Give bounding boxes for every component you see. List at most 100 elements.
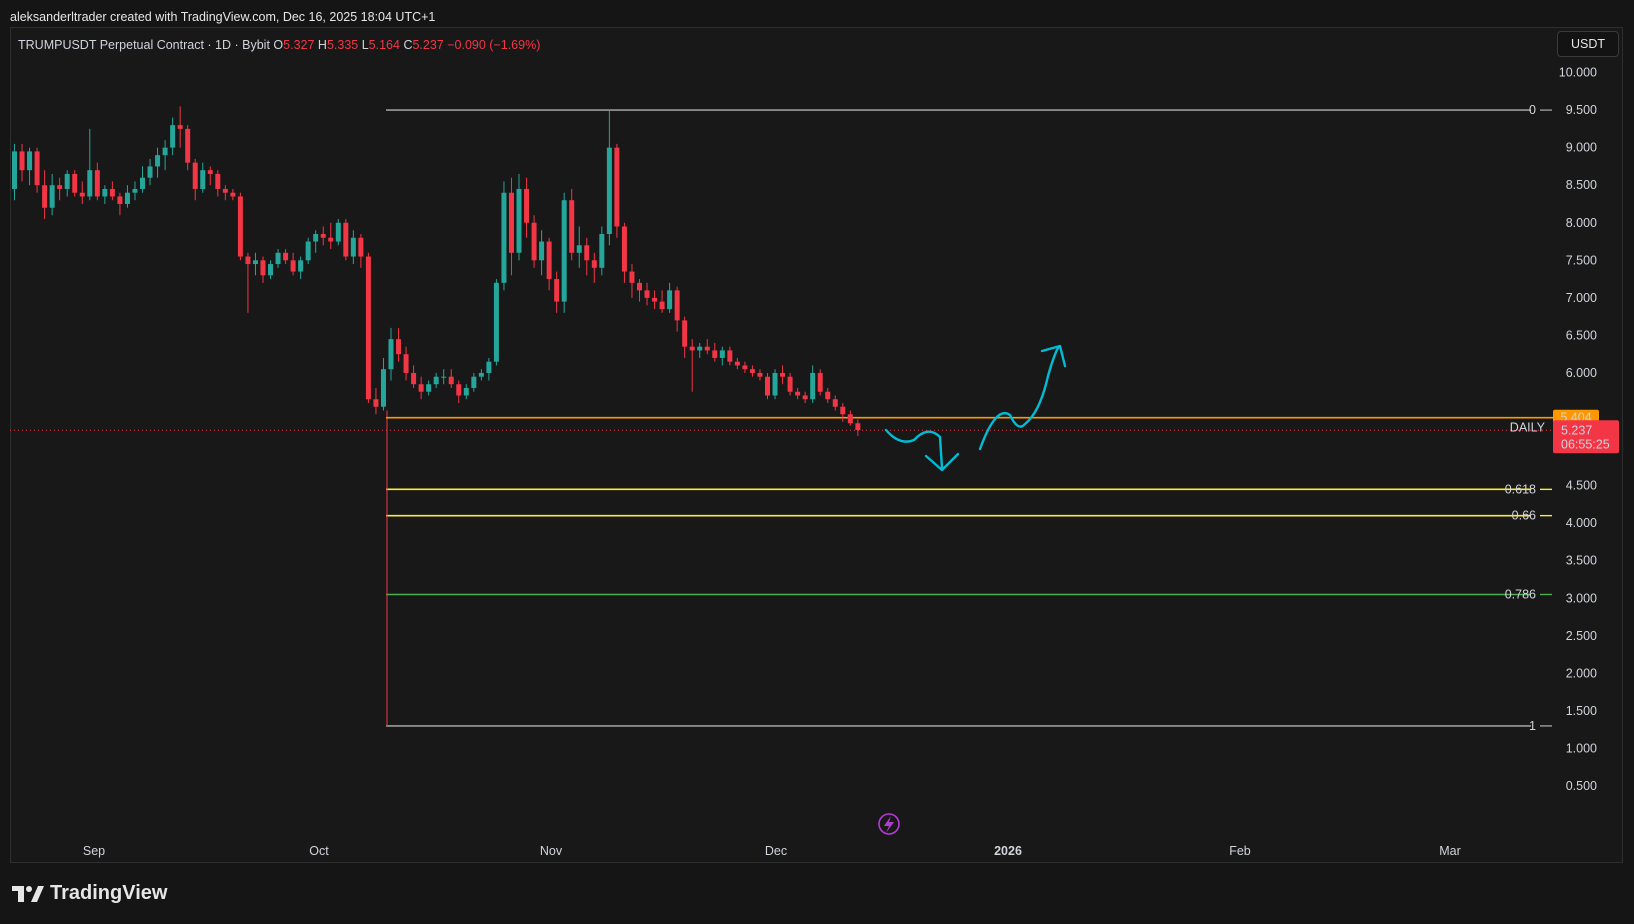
candle-body (539, 241, 545, 261)
candle-body (780, 372, 786, 377)
candle-body (34, 151, 40, 186)
candle-body (832, 399, 838, 407)
candle-body (667, 290, 673, 310)
candle-body (207, 170, 213, 174)
currency-button[interactable]: USDT (1557, 31, 1619, 57)
y-tick-label: 2.000 (1566, 666, 1597, 680)
x-tick-label: 2026 (994, 844, 1022, 858)
candle-body (132, 188, 138, 193)
candle-body (463, 387, 469, 396)
fib-level-label: 0 (1529, 103, 1536, 117)
candle-body (290, 260, 296, 272)
candle-body (636, 282, 642, 291)
projection-up-arrowhead (1040, 344, 1067, 368)
candle-body (328, 237, 334, 242)
candle-body (373, 399, 379, 407)
candle-body (682, 320, 688, 347)
candle-body (621, 226, 627, 272)
high-value: 5.335 (326, 38, 359, 52)
candle-body (825, 391, 831, 400)
candle-body (403, 354, 409, 373)
y-tick-label: 8.000 (1566, 216, 1597, 230)
low-label: L (361, 38, 369, 52)
open-label: O (273, 38, 284, 52)
x-tick-label: Sep (83, 844, 105, 858)
countdown-label: 06:55:25 (1561, 437, 1610, 451)
candle-body (719, 350, 725, 358)
candle-body (433, 376, 439, 385)
candle-body (554, 279, 560, 302)
y-tick-label: 0.500 (1566, 779, 1597, 793)
candle-body (177, 125, 183, 129)
candle-body (64, 173, 70, 189)
candle-body (12, 151, 17, 189)
candle-body (222, 188, 228, 193)
candle-body (765, 376, 770, 396)
candle-body (486, 361, 492, 373)
high-label: H (317, 38, 327, 52)
candle-body (448, 376, 454, 385)
candle-body (734, 361, 740, 366)
candle-body (840, 406, 846, 415)
y-tick-label: 7.500 (1566, 253, 1597, 267)
symbol-info: TRUMPUSDT Perpetual Contract · 1D · Bybi… (18, 38, 270, 52)
candle-body (606, 147, 612, 235)
candle-body (795, 391, 801, 396)
candle-body (727, 350, 733, 362)
chart-frame[interactable] (10, 27, 1623, 863)
candle-body (237, 196, 243, 257)
candle-body (652, 297, 658, 302)
candle-body (471, 376, 477, 388)
tradingview-logo: TradingView (12, 882, 167, 905)
candle-body (516, 188, 522, 253)
candle-body (599, 234, 605, 268)
x-tick-label: Dec (765, 844, 787, 858)
candle-body (456, 384, 462, 396)
candle-body (305, 241, 311, 261)
change-value: −0.090 (−1.69%) (447, 38, 541, 52)
candle-body (79, 192, 85, 197)
candle-body (749, 369, 755, 373)
candle-body (524, 188, 530, 223)
candle-body (268, 264, 274, 276)
y-tick-label: 9.000 (1566, 141, 1597, 155)
candle-body (659, 301, 665, 310)
candle-body (185, 128, 191, 163)
candle-body (396, 339, 402, 355)
candle-body (155, 155, 161, 167)
projection-up-path (978, 346, 1060, 451)
candle-body (855, 423, 861, 431)
fib-level-label: 0.618 (1505, 482, 1536, 496)
candle-body (252, 260, 258, 265)
x-tick-label: Oct (309, 844, 329, 858)
candle-body (335, 222, 341, 242)
candle-body (102, 188, 108, 197)
candle-body (19, 151, 25, 171)
candle-body (712, 350, 718, 358)
candle-body (275, 252, 281, 265)
candle-body (508, 192, 514, 253)
fib-level-label: 0.786 (1505, 587, 1536, 601)
x-tick-label: Nov (540, 844, 563, 858)
candle-body (313, 234, 319, 242)
candle-body (170, 125, 176, 148)
lightning-bolt (884, 816, 894, 833)
close-value: 5.237 (412, 38, 444, 52)
candle-body (94, 170, 100, 197)
last-price-label: 5.237 (1561, 423, 1592, 437)
candle-body (42, 185, 48, 208)
projection-down-path (884, 428, 944, 470)
candle-body (817, 372, 823, 392)
y-tick-label: 3.000 (1566, 591, 1597, 605)
candle-body (245, 256, 251, 265)
candle-body (117, 196, 123, 204)
candle-body (629, 271, 635, 283)
candle-body (260, 260, 266, 276)
candle-body (576, 245, 582, 253)
candle-body (350, 237, 356, 257)
candle-body (320, 234, 326, 238)
candle-body (87, 170, 93, 197)
candle-body (501, 192, 507, 283)
brand-name: TradingView (50, 882, 168, 904)
